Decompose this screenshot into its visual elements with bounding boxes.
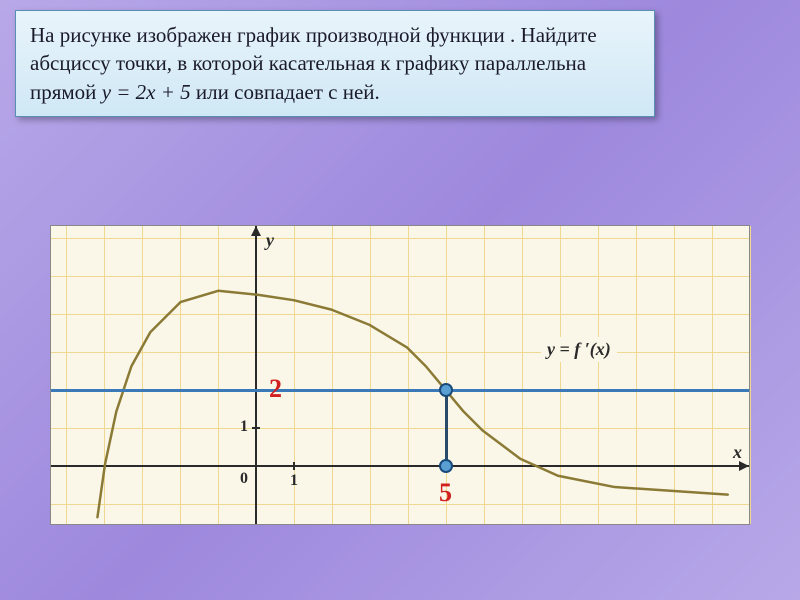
vertical-connector bbox=[445, 390, 448, 466]
chart-area: yx011y = f ′(x)25 bbox=[50, 225, 750, 525]
function-label: y = f ′(x) bbox=[541, 337, 617, 362]
problem-equation: y = 2x + 5 bbox=[102, 80, 191, 104]
marker-point-1 bbox=[439, 459, 453, 473]
problem-line1: На рисунке изображен график производной … bbox=[30, 23, 597, 47]
annotation-2: 2 bbox=[269, 374, 282, 404]
problem-statement: На рисунке изображен график производной … bbox=[15, 10, 655, 117]
problem-line2: абсциссу точки, в которой касательная к … bbox=[30, 51, 586, 75]
derivative-curve bbox=[51, 226, 749, 524]
problem-line3b: или совпадает с ней. bbox=[191, 80, 380, 104]
marker-point-0 bbox=[439, 383, 453, 397]
grid-line-v bbox=[750, 226, 751, 524]
problem-line3a: прямой bbox=[30, 80, 102, 104]
annotation-5: 5 bbox=[439, 478, 452, 508]
target-horizontal-line bbox=[51, 389, 749, 392]
